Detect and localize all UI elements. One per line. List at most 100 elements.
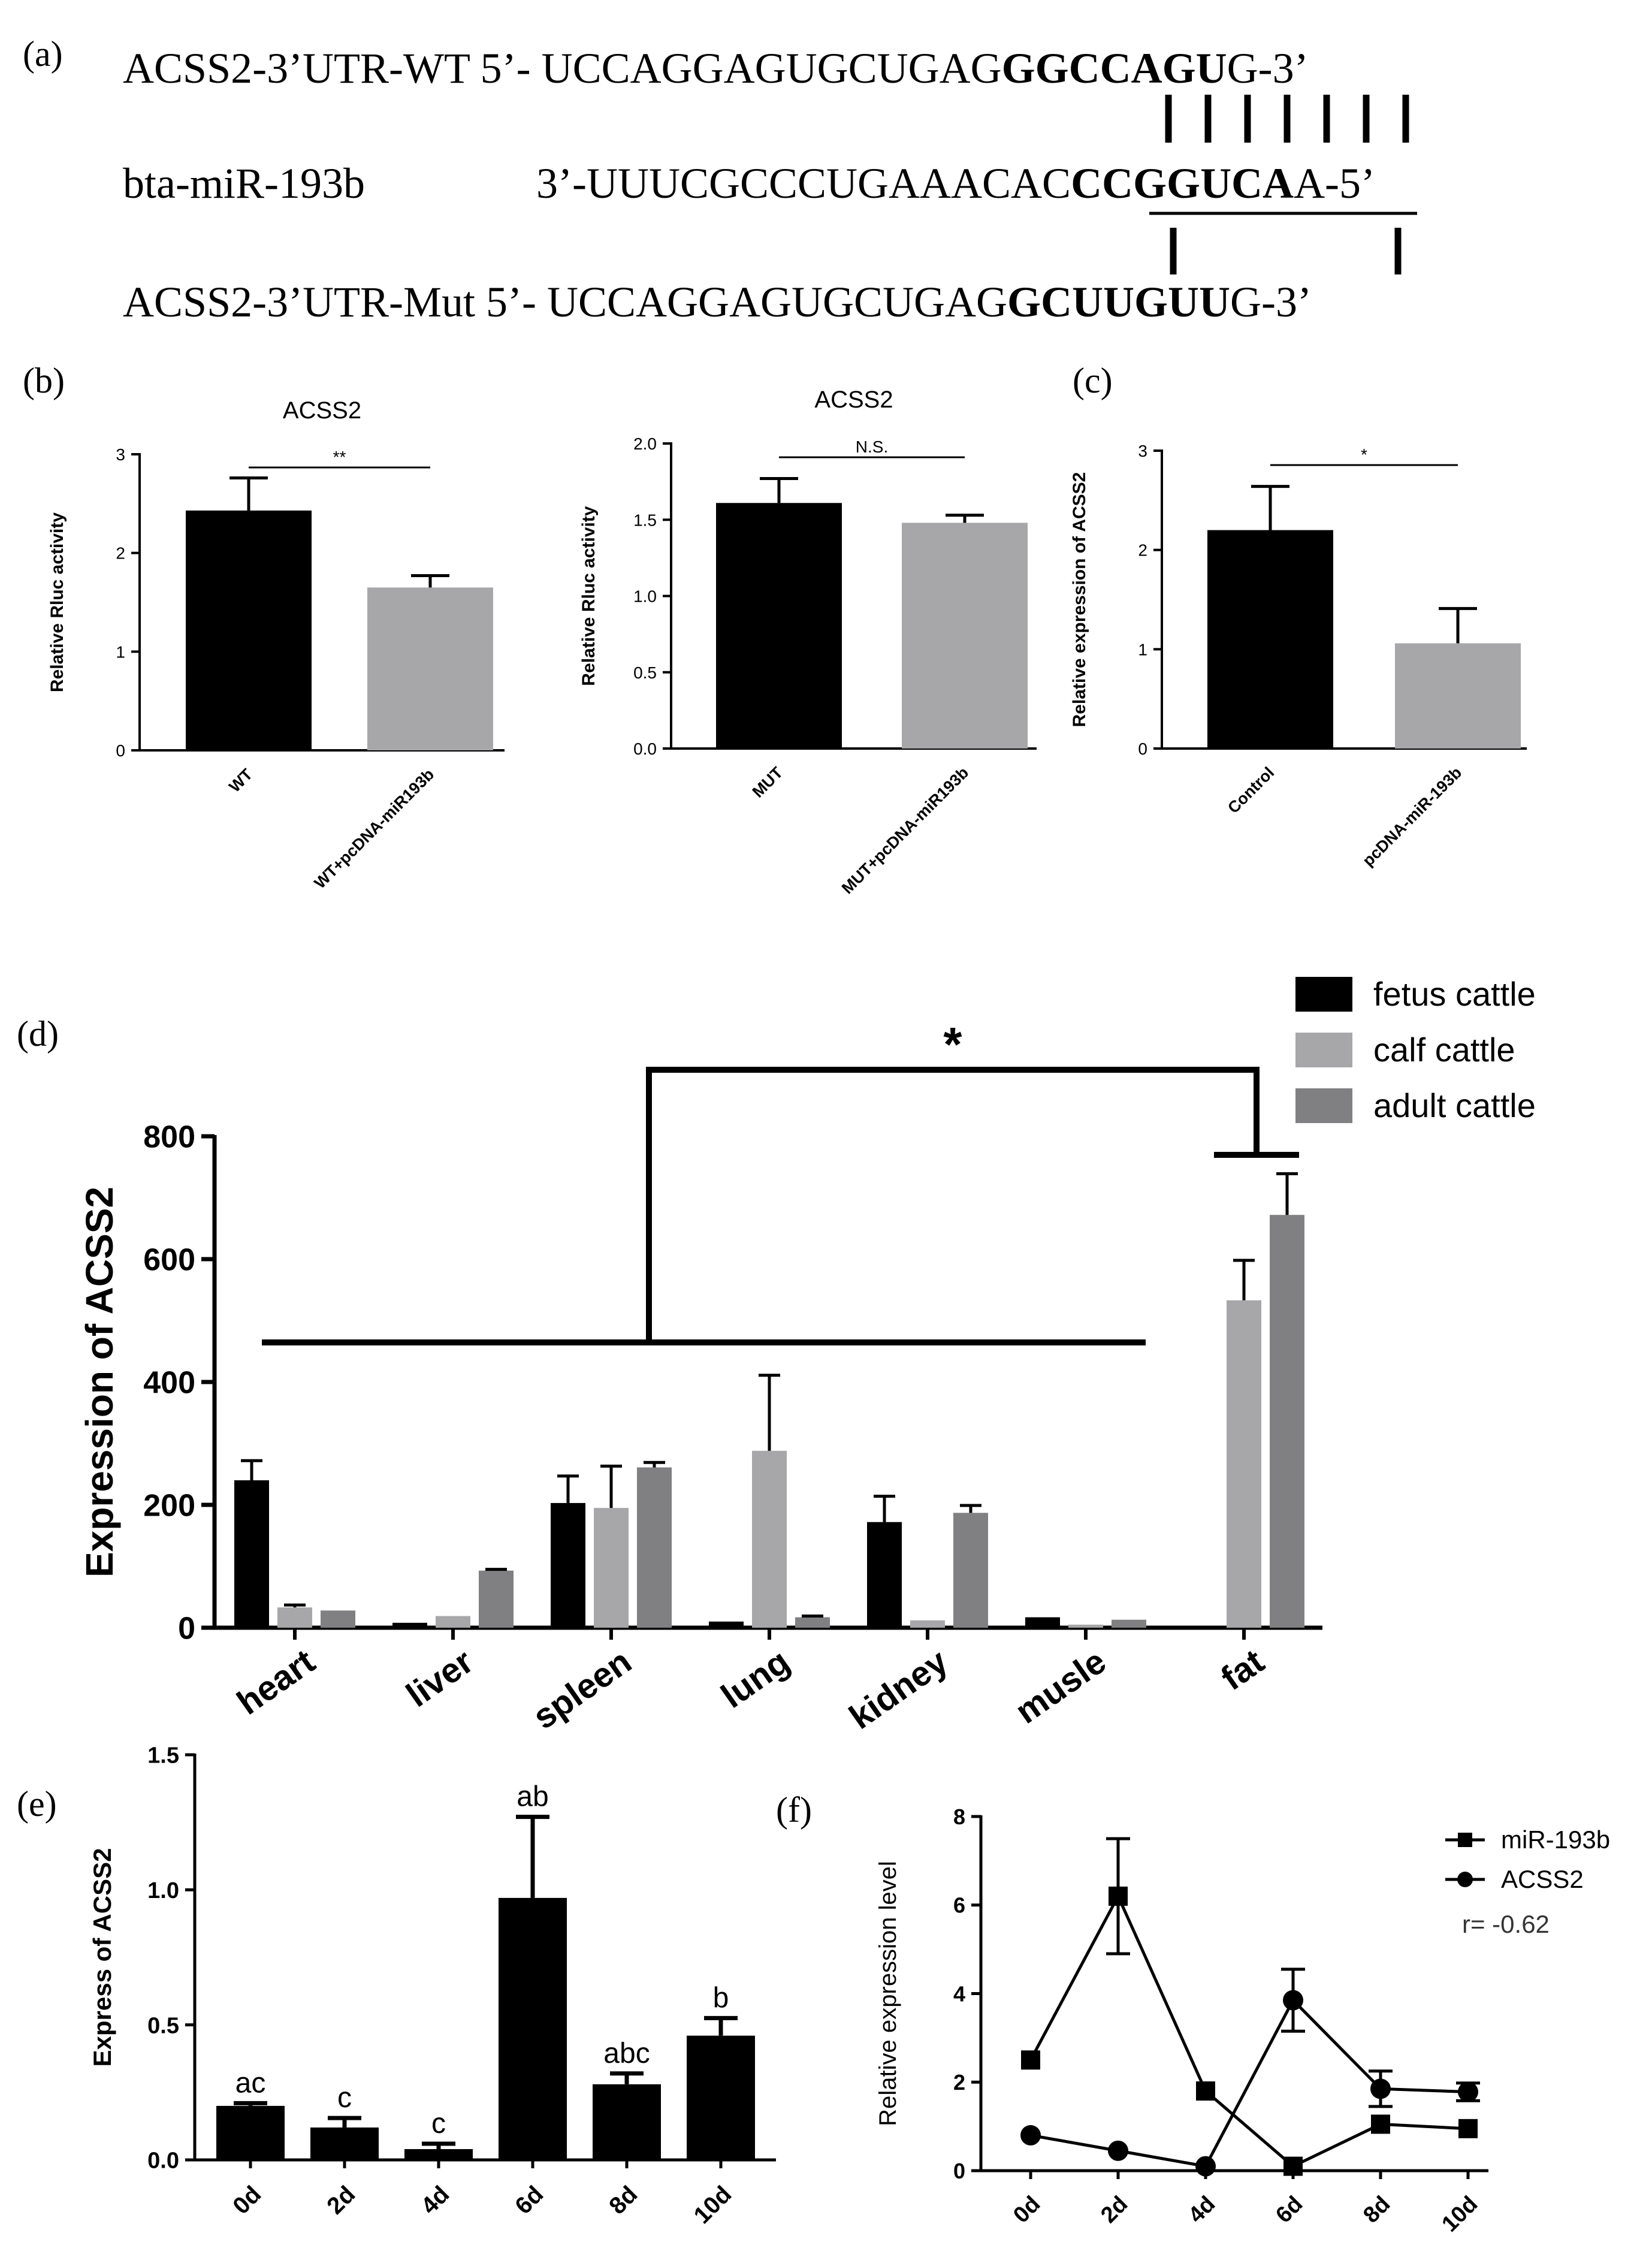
x-tick-label: 6d: [510, 2181, 548, 2219]
bar-kidney-fetus-cattle: [867, 1522, 902, 1628]
x-tick-label: Control: [1224, 764, 1277, 817]
bar-liver-adult-cattle: [479, 1570, 514, 1628]
x-tick-label: 10d: [1437, 2192, 1482, 2237]
legend-label: calf cattle: [1373, 1031, 1515, 1069]
y-tick-label: 3: [1138, 442, 1147, 460]
point-ACSS2: [1195, 2156, 1216, 2177]
x-tick-label: pcDNA-miR-193b: [1359, 764, 1465, 870]
panel-a: (a) ACSS2-3’UTR-WT 5’- UCCAGGAGUGCUGAGGG…: [23, 34, 1417, 326]
y-tick-label: 4: [953, 1981, 965, 2006]
panel-b-label: (b): [23, 361, 65, 400]
bar-fat-adult-cattle: [1270, 1215, 1304, 1628]
bar-musle-calf-cattle: [1068, 1624, 1103, 1628]
bar-spleen-calf-cattle: [594, 1508, 629, 1628]
y-axis-label: Relative expression of ACSS2: [1070, 472, 1089, 728]
chart-b1: 0 1 2 3 ACSS2 Relative Rluc activity WT WT+pcDN…: [47, 397, 505, 892]
x-tick-label: 4d: [1183, 2192, 1220, 2228]
mirna-name: bta-miR-193b: [123, 159, 365, 207]
bar-10d: [687, 2035, 755, 2160]
significance-mark: *: [1361, 445, 1367, 464]
x-tick-label: 4d: [416, 2181, 454, 2219]
point-miR-193b: [1371, 2114, 1390, 2134]
bar-8d: [593, 2084, 661, 2160]
bracket-connector: [646, 1067, 1260, 1342]
x-tick-label: fat: [1214, 1641, 1271, 1698]
line-ACSS2: [1030, 1997, 1469, 2168]
x-tick-label: 8d: [604, 2181, 642, 2219]
mirna-seed: CCGGUCA: [1071, 159, 1294, 207]
mut-name: ACSS2-3’UTR-Mut 5’-: [123, 278, 547, 326]
y-tick-label: 200: [143, 1489, 195, 1523]
legend-label: miR-193b: [1501, 1825, 1610, 1854]
legend-label: adult cattle: [1373, 1087, 1536, 1124]
bar-fat-calf-cattle: [1227, 1300, 1261, 1628]
bar-WT: [186, 510, 312, 750]
y-tick-label: 2: [1138, 541, 1147, 560]
y-tick-label: 1: [1138, 640, 1147, 659]
y-tick-label: 800: [143, 1120, 195, 1155]
point-miR-193b: [1458, 2119, 1478, 2138]
bar-spleen-fetus-cattle: [551, 1502, 585, 1628]
mut-seed: GCUUGUU: [1007, 278, 1230, 326]
significance-mark: **: [333, 448, 346, 466]
x-tick-label: 0d: [228, 2181, 266, 2219]
panel-a-label: (a): [23, 34, 63, 74]
legend-label: ACSS2: [1501, 1865, 1584, 1893]
bar-6d: [499, 1897, 567, 2160]
bar-Control: [1207, 530, 1333, 749]
x-tick-label: 8d: [1358, 2192, 1395, 2228]
mut-sequence-line: ACSS2-3’UTR-Mut 5’- UCCAGGAGUGCUGAGGCUUG…: [123, 278, 1312, 326]
y-axis-label: Relative expression level: [875, 1861, 901, 2126]
y-tick-label: 2: [116, 544, 125, 563]
y-tick-label: 8: [953, 1805, 965, 1829]
x-tick-label: musle: [1008, 1641, 1113, 1731]
x-tick-label: lung: [714, 1641, 797, 1715]
bar-4d: [404, 2149, 473, 2160]
significance-letter: b: [713, 1982, 729, 2014]
legend-swatch: [1295, 1088, 1352, 1123]
x-tick-label: kidney: [842, 1641, 955, 1737]
y-tick-label: 1.5: [633, 511, 657, 529]
panel-f-label: (f): [776, 1790, 812, 1830]
chart-b2: 0.0 0.5 1.0 1.5 2.0 ACSS2 Relative Rluc activi…: [579, 387, 1037, 897]
legend-marker: [1458, 1833, 1472, 1847]
chart-e: 0.0 0.5 1.0 1.5 Express of ACSS2 ac 0d c 2d c 4d ab…: [88, 1743, 776, 2229]
y-tick-label: 6: [953, 1893, 965, 1918]
mut-seq-end: G-3’: [1230, 278, 1312, 326]
significance-letter: abc: [603, 2038, 650, 2069]
bar-lung-adult-cattle: [795, 1617, 830, 1628]
bar-spleen-adult-cattle: [637, 1467, 672, 1628]
significance-letter: ab: [517, 1781, 548, 1813]
significance-letter: c: [337, 2082, 352, 2114]
point-ACSS2: [1108, 2140, 1128, 2161]
point-miR-193b: [1196, 2081, 1215, 2101]
significance-letter: c: [431, 2108, 446, 2140]
point-ACSS2: [1370, 2078, 1391, 2099]
y-axis-label: Relative Rluc activity: [579, 506, 599, 686]
chart-d: 0 200 400 600 800 Expression of ACSS2 heart liv…: [78, 975, 1536, 1737]
y-tick-label: 0: [116, 741, 125, 760]
y-tick-label: 400: [143, 1366, 195, 1401]
wt-seed: GGCCAGU: [1002, 44, 1227, 92]
mirna-seq-end: A-5’: [1294, 159, 1375, 207]
bar-0d: [216, 2105, 285, 2160]
x-tick-label: WT: [225, 765, 256, 796]
bar-WT+pcDNA-miR193b: [367, 587, 493, 750]
point-ACSS2: [1283, 1990, 1303, 2011]
bar-liver-fetus-cattle: [392, 1622, 427, 1628]
x-tick-label: spleen: [526, 1641, 639, 1737]
panel-e-label: (e): [17, 1784, 57, 1824]
x-tick-label: 10d: [689, 2181, 737, 2229]
pairing-bars-mut: [1170, 228, 1402, 274]
bar-lung-calf-cattle: [752, 1450, 787, 1628]
point-miR-193b: [1109, 1886, 1128, 1906]
point-ACSS2: [1020, 2125, 1041, 2146]
chart-title: ACSS2: [814, 387, 893, 413]
wt-seq-end: G-3’: [1227, 44, 1309, 92]
wt-sequence-line: ACSS2-3’UTR-WT 5’- UCCAGGAGUGCUGAGGGCCAG…: [123, 44, 1309, 92]
x-tick-label: heart: [230, 1641, 322, 1722]
y-tick-label: 1.0: [633, 587, 657, 606]
bar-musle-adult-cattle: [1112, 1619, 1146, 1628]
legend-swatch: [1295, 977, 1352, 1012]
